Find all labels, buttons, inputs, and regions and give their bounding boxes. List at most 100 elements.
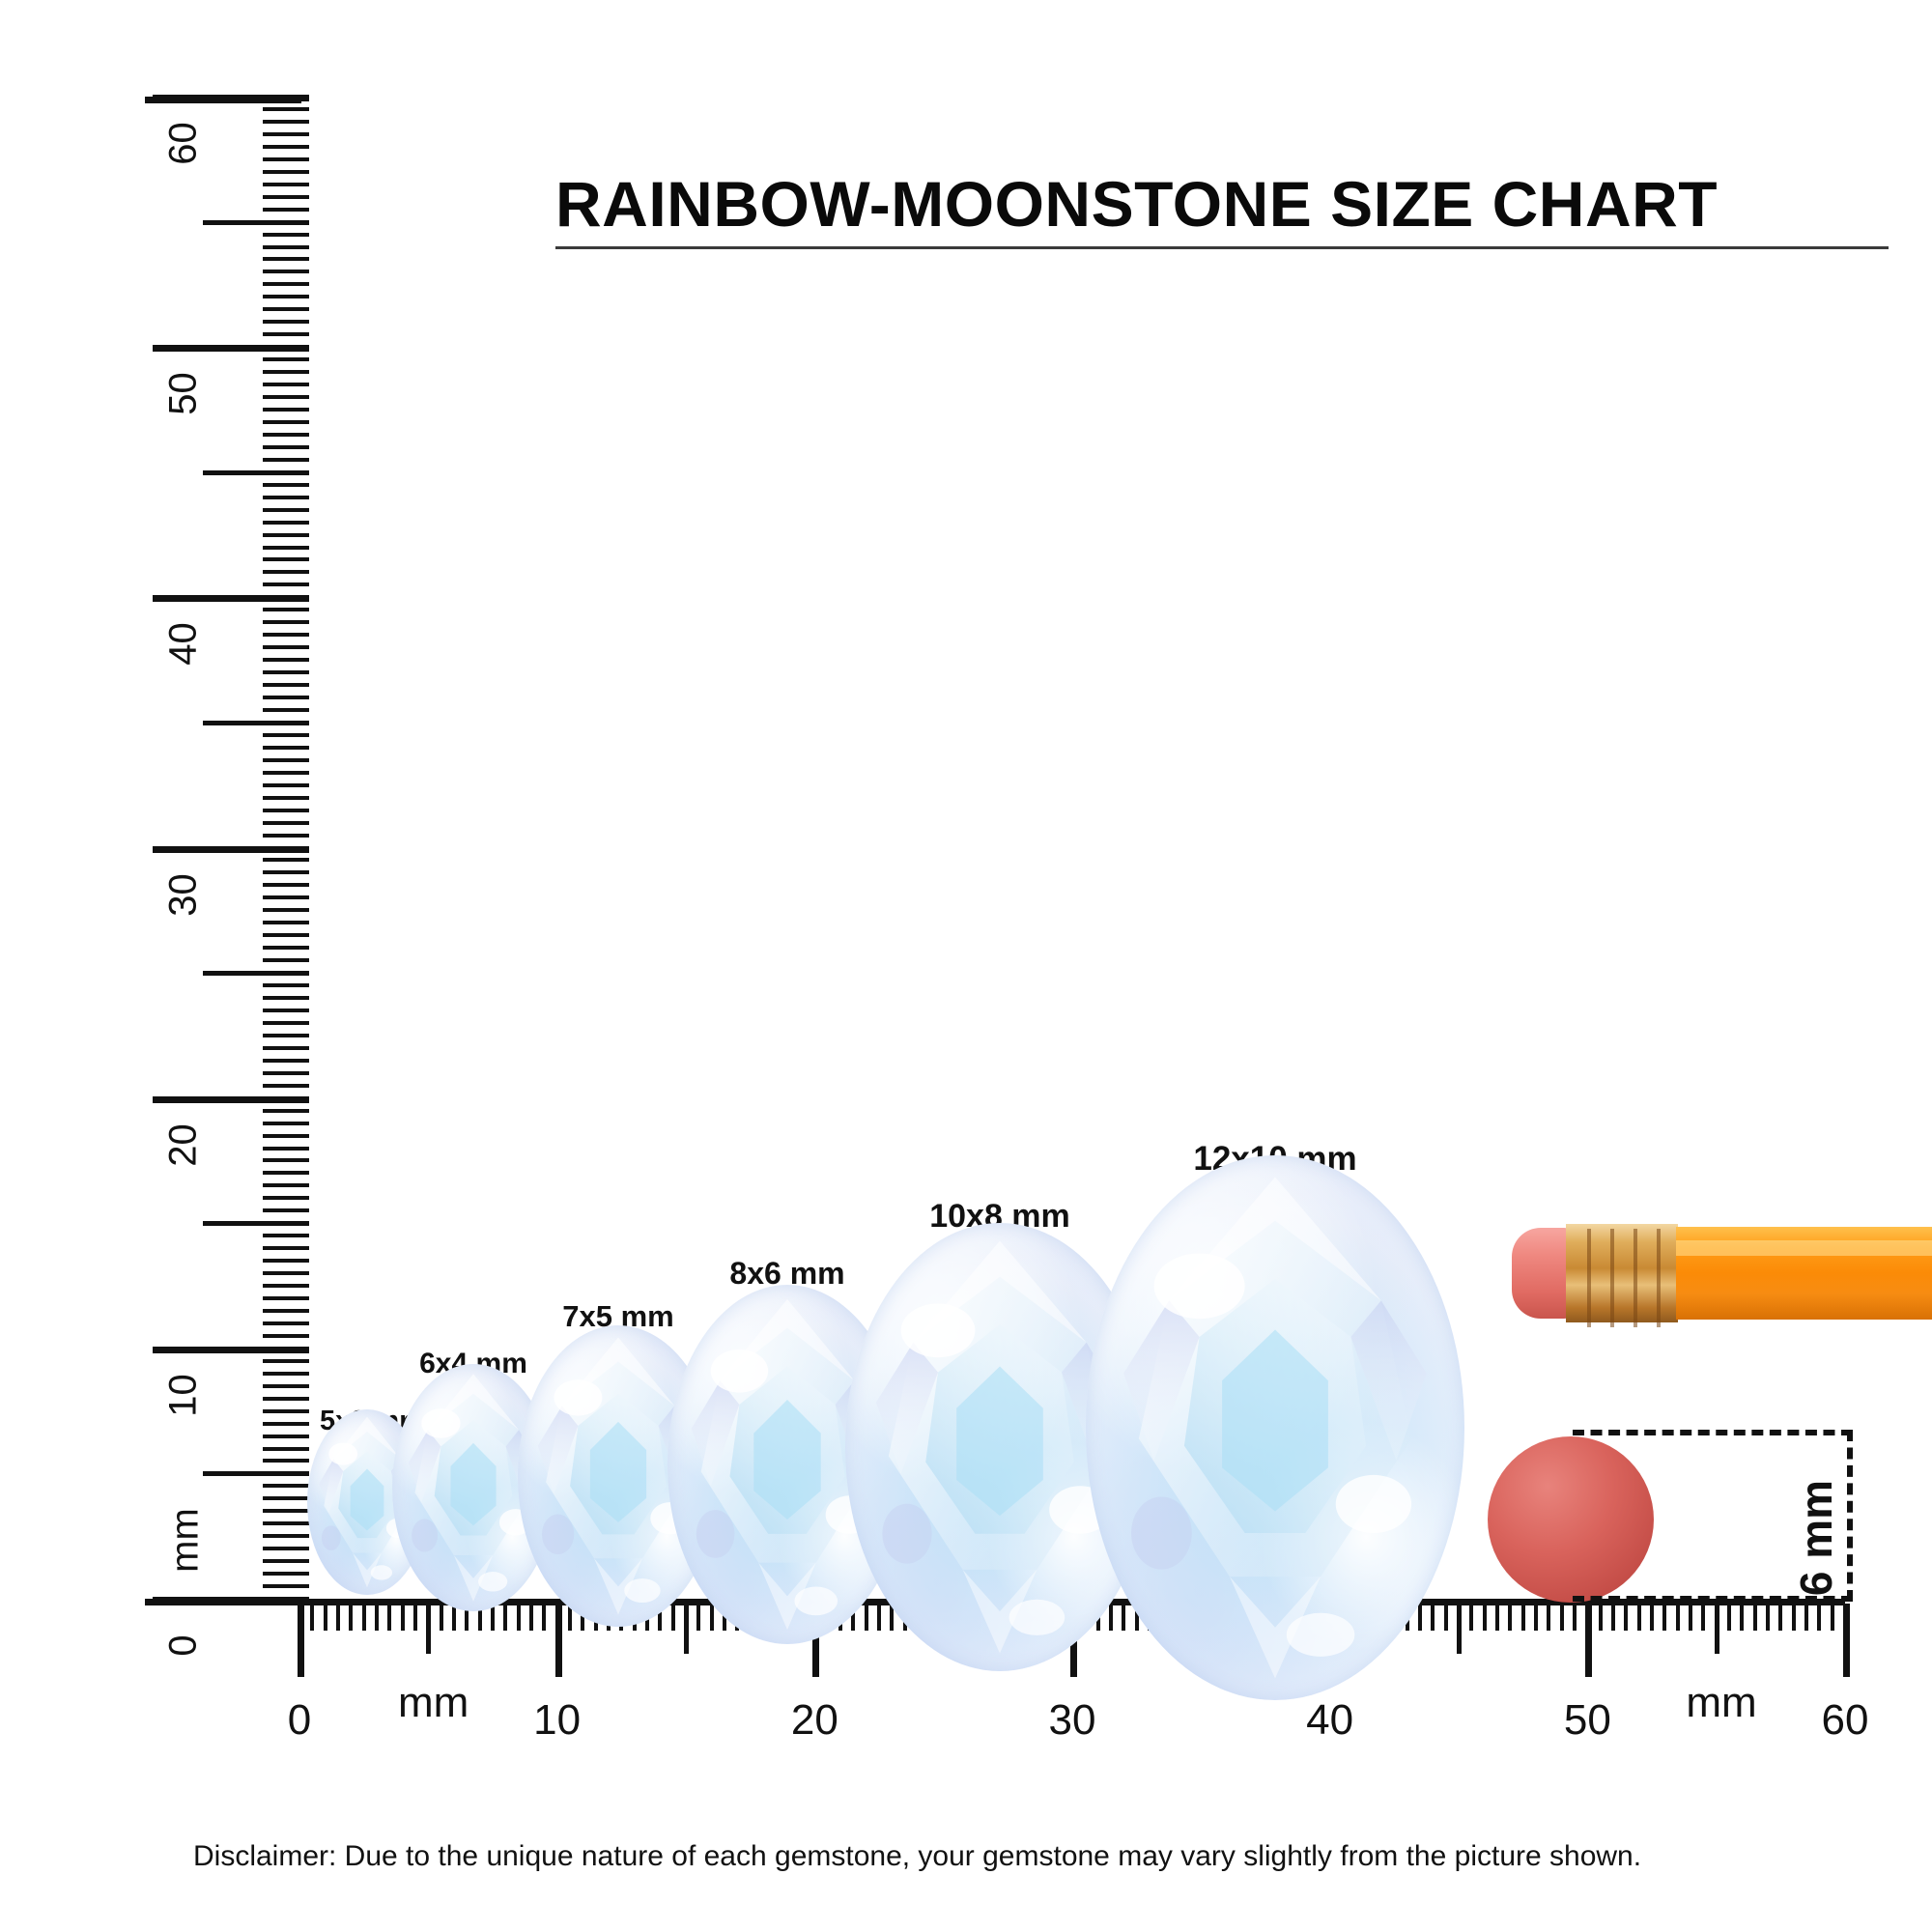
vertical-ruler-tick [263,407,309,412]
horizontal-ruler-tick [1134,1604,1139,1631]
horizontal-ruler-tick [877,1604,881,1631]
vertical-ruler-tick [263,620,309,625]
vertical-ruler-tick [153,595,309,603]
vertical-ruler-tick [263,921,309,925]
vertical-ruler-tick [263,131,309,136]
horizontal-ruler-tick [1418,1604,1422,1631]
vertical-ruler-tick [263,958,309,963]
vertical-ruler-tick [263,1434,309,1438]
horizontal-ruler-tick [336,1604,340,1631]
horizontal-ruler-tick [554,1604,562,1677]
vertical-ruler-tick [263,332,309,337]
vertical-ruler-tick [263,1321,309,1325]
vertical-ruler-tick [203,1471,309,1477]
vertical-ruler-tick [153,345,309,353]
vertical-ruler-tick [263,532,309,537]
vertical-ruler-tick [263,520,309,525]
vertical-ruler-tick [263,1045,309,1050]
vertical-ruler-tick [263,608,309,612]
horizontal-ruler-tick [1534,1604,1538,1631]
eraser-disc [1488,1436,1654,1603]
gemstone-oval [845,1223,1154,1671]
horizontal-ruler-tick [1624,1604,1629,1631]
gemstone-facets [1086,1155,1464,1700]
horizontal-ruler-tick [1752,1604,1757,1631]
title-underline [555,246,1889,249]
horizontal-ruler-tick [491,1604,495,1631]
horizontal-ruler-tick [1109,1604,1113,1631]
horizontal-ruler-tick [1469,1604,1474,1631]
vertical-ruler-tick [203,469,309,475]
horizontal-ruler-label: 0 [287,1696,312,1744]
vertical-ruler-tick [263,457,309,462]
vertical-ruler-tick [263,795,309,800]
vertical-ruler-tick [263,1371,309,1376]
measure-dashed-line-bottom [1573,1596,1853,1602]
horizontal-ruler-tick [658,1604,663,1631]
horizontal-ruler-tick [310,1604,315,1631]
vertical-ruler-tick [263,207,309,212]
horizontal-ruler-tick [298,1604,304,1677]
horizontal-ruler-tick [1636,1604,1641,1631]
vertical-ruler-tick [263,295,309,299]
horizontal-ruler-tick [516,1604,521,1631]
vertical-ruler-tick [263,1146,309,1151]
vertical-ruler-tick [263,745,309,750]
vertical-ruler-tick [263,169,309,174]
vertical-ruler-tick [263,946,309,951]
horizontal-ruler-tick [1766,1604,1770,1631]
vertical-ruler-tick [263,1421,309,1426]
vertical-ruler-tick [263,1108,309,1113]
horizontal-ruler-tick [1701,1604,1706,1631]
vertical-ruler-tick [263,320,309,325]
horizontal-ruler-tick [361,1604,366,1631]
horizontal-ruler-tick [1508,1604,1513,1631]
horizontal-ruler-tick [1611,1604,1615,1631]
horizontal-ruler-tick [1443,1604,1448,1631]
horizontal-ruler-tick [1727,1604,1731,1631]
gemstone-oval [392,1364,554,1611]
vertical-ruler-tick [263,658,309,663]
vertical-ruler-tick [263,1183,309,1188]
vertical-ruler-tick [263,1572,309,1577]
vertical-ruler-tick [263,645,309,650]
vertical-ruler-tick [153,1597,309,1604]
horizontal-ruler-tick [375,1604,379,1631]
vertical-ruler-tick [263,782,309,787]
vertical-ruler-tick [263,119,309,124]
vertical-ruler-tick [263,1196,309,1201]
page-title-container: RAINBOW-MOONSTONE SIZE CHART [555,172,1889,236]
vertical-ruler-tick [263,419,309,424]
vertical-ruler-tick [263,1171,309,1176]
horizontal-ruler-tick [465,1604,469,1631]
horizontal-ruler-tick [1559,1604,1564,1631]
vertical-ruler-tick [263,582,309,587]
horizontal-ruler-tick [1122,1604,1126,1631]
horizontal-ruler-tick [1830,1604,1834,1631]
vertical-ruler-tick [263,1459,309,1463]
vertical-ruler-tick [263,1070,309,1075]
vertical-ruler-tick [263,1020,309,1025]
vertical-ruler-tick [263,1158,309,1163]
vertical-ruler-tick [263,383,309,387]
vertical-ruler-tick [263,1033,309,1037]
horizontal-ruler-tick [670,1604,675,1631]
vertical-ruler-tick [263,495,309,499]
vertical-ruler-tick [203,219,309,225]
vertical-ruler: 0 10 20 30 40 50 60 mm [145,95,309,1657]
horizontal-ruler-tick [1778,1604,1783,1631]
horizontal-ruler-tick [1585,1604,1593,1677]
vertical-ruler-tick [263,370,309,375]
vertical-ruler-tick [263,1534,309,1539]
horizontal-ruler-tick [1457,1604,1462,1654]
horizontal-ruler-tick [400,1604,405,1631]
vertical-ruler-tick [263,1308,309,1313]
vertical-ruler-tick [263,858,309,863]
horizontal-ruler-tick [529,1604,533,1631]
gemstone-oval [1086,1155,1464,1700]
pencil-eraser-tip [1512,1228,1572,1319]
horizontal-ruler-tick [1817,1604,1822,1631]
vertical-ruler-label: 30 [161,872,205,917]
vertical-ruler-tick [263,883,309,888]
